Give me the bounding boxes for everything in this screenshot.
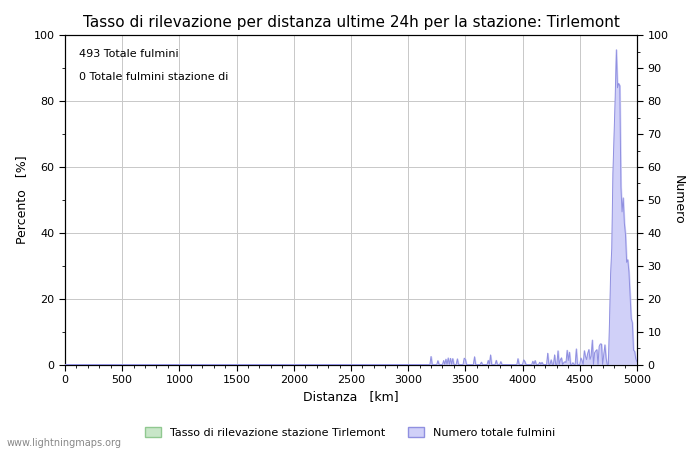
Legend: Tasso di rilevazione stazione Tirlemont, Numero totale fulmini: Tasso di rilevazione stazione Tirlemont,… [140,423,560,442]
X-axis label: Distanza   [km]: Distanza [km] [303,391,399,404]
Text: 0 Totale fulmini stazione di: 0 Totale fulmini stazione di [79,72,229,81]
Text: www.lightningmaps.org: www.lightningmaps.org [7,438,122,448]
Title: Tasso di rilevazione per distanza ultime 24h per la stazione: Tirlemont: Tasso di rilevazione per distanza ultime… [83,15,620,30]
Y-axis label: Percento   [%]: Percento [%] [15,156,28,244]
Text: 493 Totale fulmini: 493 Totale fulmini [79,49,179,58]
Y-axis label: Numero: Numero [672,175,685,225]
